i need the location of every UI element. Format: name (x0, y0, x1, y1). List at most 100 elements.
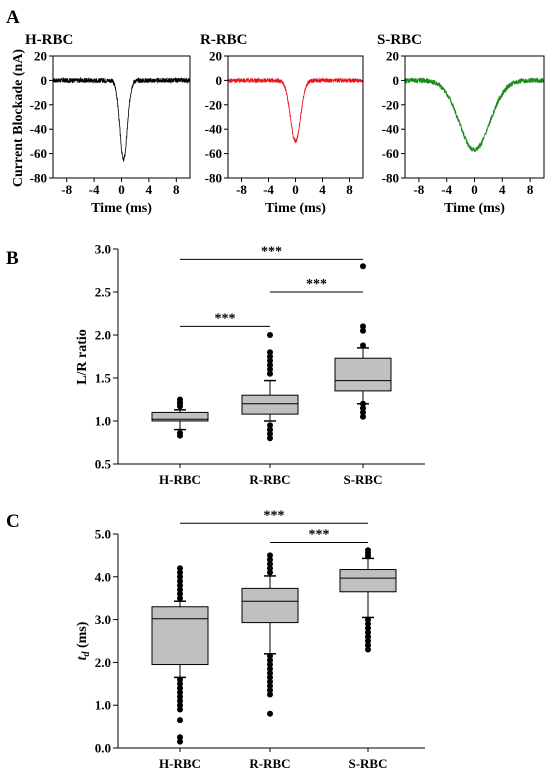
plot-frame (404, 55, 545, 179)
outlier-point (177, 582, 183, 589)
panel-label-a: A (6, 7, 20, 28)
y-tick-label: -20 (30, 97, 47, 112)
outlier-point (267, 710, 273, 717)
y-tick-label: -40 (382, 122, 399, 137)
box-r-rbc (241, 552, 299, 717)
y-tick-label: 0 (216, 73, 223, 88)
x-tick-label: 8 (527, 182, 534, 197)
significance-bracket: *** (270, 277, 363, 293)
category-label: S-RBC (343, 472, 382, 487)
iqr-box (339, 569, 397, 593)
subplot-title: R-RBC (200, 32, 248, 48)
outlier-point (365, 625, 371, 632)
panel-label-b: B (6, 248, 19, 269)
x-tick-label: 0 (118, 182, 125, 197)
outlier-point (267, 691, 273, 698)
y-tick-label: -80 (205, 171, 222, 186)
current-trace (52, 76, 191, 162)
box-r-rbc (241, 332, 299, 442)
outlier-point (360, 413, 366, 420)
iqr-box (241, 394, 299, 415)
x-axis-label: Time (ms) (91, 201, 152, 216)
outlier-point (177, 565, 183, 572)
box-s-rbc (334, 263, 392, 420)
x-tick-label: -8 (61, 182, 72, 197)
category-label: S-RBC (348, 756, 387, 771)
panel-a-signal-traces: Current Blockade (nA)H-RBC-8 -4 0 4 8200-20-… (11, 32, 545, 216)
category-label: R-RBC (249, 756, 290, 771)
outlier-point (177, 578, 183, 585)
y-tick-label: 3.0 (95, 612, 111, 627)
panel-c-y-axis-label: td (ms) (75, 621, 92, 660)
significance-label: *** (309, 528, 330, 543)
y-tick-label: -20 (382, 97, 399, 112)
y-tick-label: 0.0 (95, 741, 111, 756)
x-axis-label: Time (ms) (444, 201, 505, 216)
outlier-point (177, 689, 183, 696)
x-tick-label: 4 (146, 182, 153, 197)
panel-c-dwell-time-boxplot: 0.0 1.0 2.0 3.0 4.0 5.0 H-RBC R-RBC S-RBC *** *** t… (75, 508, 425, 771)
outlier-point (177, 702, 183, 709)
y-tick-label: -20 (205, 97, 222, 112)
outlier-point (177, 590, 183, 597)
y-tick-label: 20 (34, 49, 47, 64)
y-tick-label: 20 (209, 49, 222, 64)
outlier-point (177, 430, 183, 437)
outlier-point (267, 556, 273, 563)
outlier-point (177, 573, 183, 580)
current-trace (404, 76, 545, 153)
box-h-rbc (151, 396, 209, 439)
outlier-point (360, 405, 366, 412)
category-label: H-RBC (159, 756, 201, 771)
outlier-point (267, 357, 273, 364)
y-tick-label: 5.0 (95, 527, 111, 542)
current-trace (227, 76, 364, 144)
outlier-point (365, 633, 371, 640)
outlier-point (365, 638, 371, 644)
outlier-point (365, 646, 371, 653)
outlier-point (267, 670, 273, 677)
y-tick-label: -80 (30, 171, 47, 186)
plot-frame (227, 55, 364, 179)
outlier-point (267, 435, 273, 442)
outlier-point (177, 693, 183, 700)
significance-bracket: *** (270, 528, 368, 544)
outlier-point (267, 362, 273, 369)
y-tick-label: -60 (382, 146, 399, 161)
outlier-point (360, 409, 366, 416)
significance-label: *** (215, 311, 236, 326)
x-tick-label: 4 (499, 182, 506, 197)
y-tick-label: 2.5 (95, 285, 112, 300)
outlier-point (267, 349, 273, 356)
outlier-point (267, 430, 273, 437)
panel-b-y-axis-label: L/R ratio (75, 329, 90, 385)
subplot-title: S-RBC (377, 32, 422, 48)
iqr-box (241, 587, 299, 624)
outlier-point (267, 687, 273, 694)
outlier-point (267, 552, 273, 559)
y-tick-label: -80 (382, 171, 399, 186)
y-tick-label: 4.0 (95, 569, 111, 584)
x-tick-label: 0 (292, 182, 299, 197)
outlier-point (360, 323, 366, 330)
outlier-point (267, 674, 273, 681)
outlier-point (365, 629, 371, 636)
outlier-point (365, 616, 371, 623)
outlier-point (177, 569, 183, 576)
panel-a-y-axis-label: Current Blockade (nA) (11, 49, 26, 188)
outlier-point (267, 657, 273, 664)
outlier-point (177, 680, 183, 687)
outlier-point (360, 327, 366, 334)
outlier-point (360, 263, 366, 270)
y-tick-label: 0 (41, 73, 48, 88)
outlier-point (177, 586, 183, 593)
box-h-rbc (151, 565, 209, 745)
outlier-point (267, 661, 273, 668)
x-tick-label: -4 (263, 182, 274, 197)
y-tick-label: 3.0 (95, 242, 111, 257)
significance-bracket: *** (180, 244, 363, 260)
outlier-point (177, 706, 183, 713)
